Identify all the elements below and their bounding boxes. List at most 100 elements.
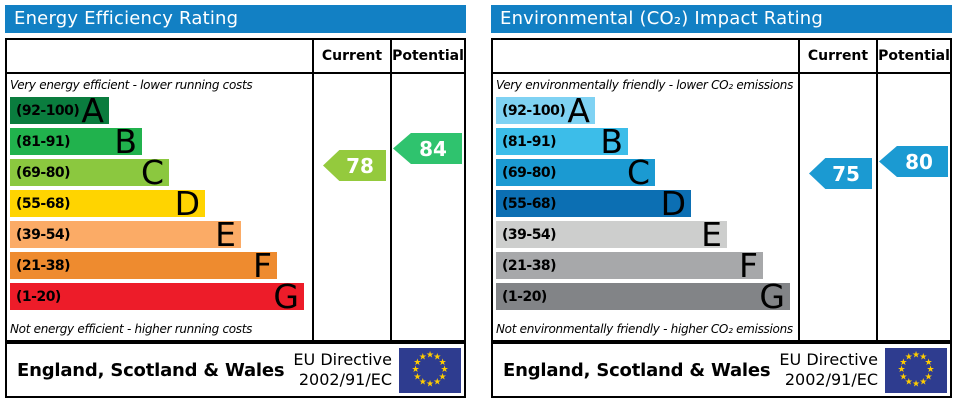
bottom-scale-label: Not environmentally friendly - higher CO… [496, 322, 793, 336]
flag-star: ★ [440, 365, 449, 375]
table-body-row: Very environmentally friendly - lower CO… [493, 74, 950, 340]
band-letter: B [114, 121, 137, 161]
top-scale-label: Very environmentally friendly - lower CO… [496, 78, 794, 92]
potential-rating-cell: 80 [876, 74, 950, 340]
table-header-row: Current Potential [493, 40, 950, 74]
panel-footer: England, Scotland & Wales EU Directive 2… [5, 342, 466, 398]
flag-star: ★ [899, 372, 908, 383]
band-letter: F [253, 245, 272, 285]
flag-star: ★ [919, 377, 928, 388]
band-range: (81-91) [502, 133, 557, 150]
band-range: (92-100) [502, 102, 566, 119]
flag-star: ★ [433, 377, 442, 388]
band-a: (92-100) A [10, 90, 109, 130]
potential-rating-arrow: 84 [393, 133, 462, 164]
rating-bands: (92-100) A (81-91) B (69-80) C (55-68) D (39-54)… [10, 90, 310, 316]
environmental-impact-panel: Environmental (CO₂) Impact Rating Curren… [491, 5, 952, 404]
flag-star: ★ [418, 377, 427, 388]
flag-star: ★ [425, 350, 435, 361]
flag-star: ★ [924, 372, 933, 383]
band-range: (81-91) [16, 133, 71, 150]
band-letter: D [660, 183, 686, 223]
rating-bands: (92-100) A (81-91) B (69-80) C (55-68) D (39-54)… [496, 90, 796, 313]
band-range: (39-54) [16, 226, 71, 243]
flag-star: ★ [904, 352, 913, 363]
current-column-header: Current [798, 40, 876, 72]
band-range: (69-80) [16, 164, 71, 181]
table-body-row: Very energy efficient - lower running co… [7, 74, 464, 340]
region-label: England, Scotland & Wales [17, 359, 285, 381]
flag-star: ★ [924, 357, 933, 368]
band-c: (69-80) C [10, 152, 169, 192]
band-letter: D [174, 183, 200, 223]
chart-header-cell [7, 40, 312, 72]
flag-star: ★ [418, 352, 427, 363]
band-letter: C [140, 152, 164, 192]
flag-star: ★ [897, 365, 906, 375]
band-range: (69-80) [502, 164, 557, 181]
flag-star: ★ [911, 350, 921, 361]
band-d: (55-68) D [10, 183, 205, 223]
current-rating-arrow: 75 [809, 158, 872, 189]
band-c: (69-80) C [496, 156, 655, 189]
eu-directive-label: EU Directive 2002/91/EC [293, 350, 392, 390]
flag-star: ★ [413, 372, 422, 383]
band-letter: E [215, 214, 236, 254]
top-scale-label: Very energy efficient - lower running co… [10, 78, 253, 92]
band-b: (81-91) B [10, 121, 142, 161]
flag-star: ★ [433, 352, 442, 363]
band-e: (39-54) E [496, 214, 727, 254]
potential-rating-cell: 84 [390, 74, 464, 340]
band-range: (1-20) [16, 288, 61, 305]
panel-title: Environmental (CO₂) Impact Rating [491, 5, 952, 33]
band-chart: Very environmentally friendly - lower CO… [493, 74, 798, 340]
eu-directive-line2: 2002/91/EC [298, 370, 392, 389]
potential-column-header: Potential [390, 40, 464, 72]
potential-rating-arrow: 80 [879, 146, 948, 177]
panel-footer: England, Scotland & Wales EU Directive 2… [491, 342, 952, 398]
band-range: (55-68) [16, 195, 71, 212]
potential-column-header: Potential [876, 40, 950, 72]
band-range: (92-100) [16, 102, 80, 119]
band-range: (1-20) [502, 288, 547, 305]
band-range: (21-38) [16, 257, 71, 274]
eu-directive-line2: 2002/91/EC [784, 370, 878, 389]
band-letter: E [701, 214, 722, 254]
eu-directive-line1: EU Directive [779, 350, 878, 369]
flag-star: ★ [438, 357, 447, 368]
current-rating-cell: 75 [798, 74, 876, 340]
band-chart: Very energy efficient - lower running co… [7, 74, 312, 340]
eu-flag: ★ ★ ★ ★ ★ ★ ★ ★ ★ ★ ★ ★ [399, 347, 461, 393]
band-g: (1-20) G [496, 280, 790, 313]
flag-star: ★ [904, 377, 913, 388]
chart-header-cell [493, 40, 798, 72]
eu-directive-label: EU Directive 2002/91/EC [779, 350, 878, 390]
band-letter: A [81, 90, 104, 130]
flag-star: ★ [411, 365, 420, 375]
band-b: (81-91) B [496, 125, 628, 158]
rating-table: Current Potential Very energy efficient … [5, 38, 466, 342]
band-g: (1-20) G [10, 276, 304, 316]
eu-directive-line1: EU Directive [293, 350, 392, 369]
band-a: (92-100) A [496, 90, 595, 130]
band-d: (55-68) D [496, 183, 691, 223]
flag-star: ★ [926, 365, 935, 375]
band-letter: A [567, 90, 590, 130]
band-range: (39-54) [502, 226, 557, 243]
band-letter: F [739, 245, 758, 285]
current-column-header: Current [312, 40, 390, 72]
flag-star: ★ [413, 357, 422, 368]
band-letter: G [273, 276, 299, 316]
flag-star: ★ [899, 357, 908, 368]
band-f: (21-38) F [10, 245, 277, 285]
region-label: England, Scotland & Wales [503, 359, 771, 381]
flag-star: ★ [425, 379, 435, 390]
band-range: (55-68) [502, 195, 557, 212]
current-rating-arrow: 78 [323, 150, 386, 181]
flag-star: ★ [911, 379, 921, 390]
band-f: (21-38) F [496, 245, 763, 285]
rating-table: Current Potential Very environmentally f… [491, 38, 952, 342]
band-range: (21-38) [502, 257, 557, 274]
panel-title: Energy Efficiency Rating [5, 5, 466, 33]
